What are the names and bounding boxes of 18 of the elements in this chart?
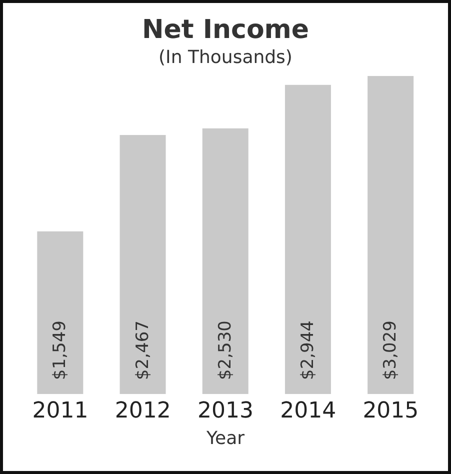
x-tick-label: 2015 — [362, 398, 419, 424]
bar — [202, 128, 248, 394]
x-tick-label: 2014 — [280, 398, 336, 424]
data-label: $2,944 — [298, 320, 318, 380]
x-tick-label: 2012 — [114, 398, 171, 424]
data-label: $2,467 — [132, 320, 153, 380]
bar — [368, 76, 414, 394]
x-tick-label: 2011 — [32, 398, 88, 424]
data-label: $2,530 — [215, 320, 236, 380]
x-tick-label: 2013 — [198, 398, 254, 424]
chart-subtitle: (In Thousands) — [158, 47, 294, 68]
data-label: $1,549 — [50, 320, 70, 380]
x-axis-title: Year — [205, 428, 246, 449]
data-label: $3,029 — [380, 320, 401, 380]
bar — [284, 84, 331, 394]
bar — [120, 135, 166, 394]
chart-title: Net Income — [140, 15, 310, 45]
bar — [37, 231, 84, 394]
